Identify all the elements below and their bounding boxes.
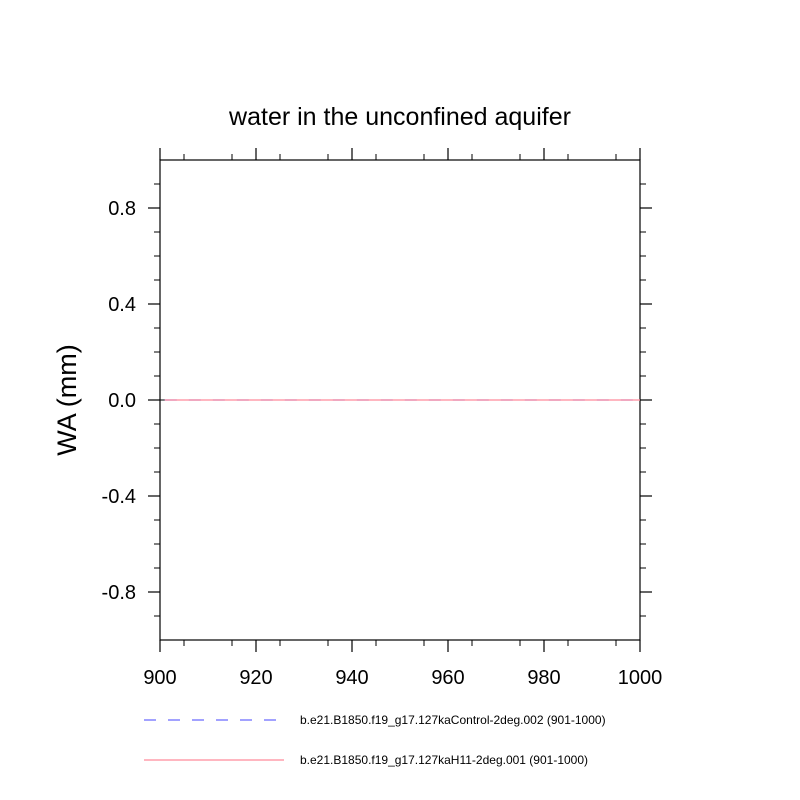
y-tick-label: 0.0 <box>108 390 136 412</box>
y-tick-label: 0.4 <box>108 294 136 316</box>
legend-label-1: b.e21.B1850.f19_g17.127kaControl-2deg.00… <box>300 713 606 727</box>
legend-label-2: b.e21.B1850.f19_g17.127kaH11-2deg.001 (9… <box>300 753 588 767</box>
x-tick-label: 980 <box>527 667 560 689</box>
y-axis-label: WA (mm) <box>52 344 82 455</box>
y-tick-label: -0.4 <box>102 486 136 508</box>
y-tick-label: -0.8 <box>102 582 136 604</box>
x-tick-label: 960 <box>431 667 464 689</box>
x-tick-label: 900 <box>143 667 176 689</box>
x-tick-label: 1000 <box>618 667 663 689</box>
x-tick-label: 920 <box>239 667 272 689</box>
legend: b.e21.B1850.f19_g17.127kaControl-2deg.00… <box>144 713 606 767</box>
ticks-layer: 900 920 940 960 980 1000 -0.8 -0.4 0.0 0.4 0.8 <box>102 148 663 689</box>
x-tick-label: 940 <box>335 667 368 689</box>
chart-title: water in the unconfined aquifer <box>228 103 571 131</box>
y-tick-label: 0.8 <box>108 198 136 220</box>
